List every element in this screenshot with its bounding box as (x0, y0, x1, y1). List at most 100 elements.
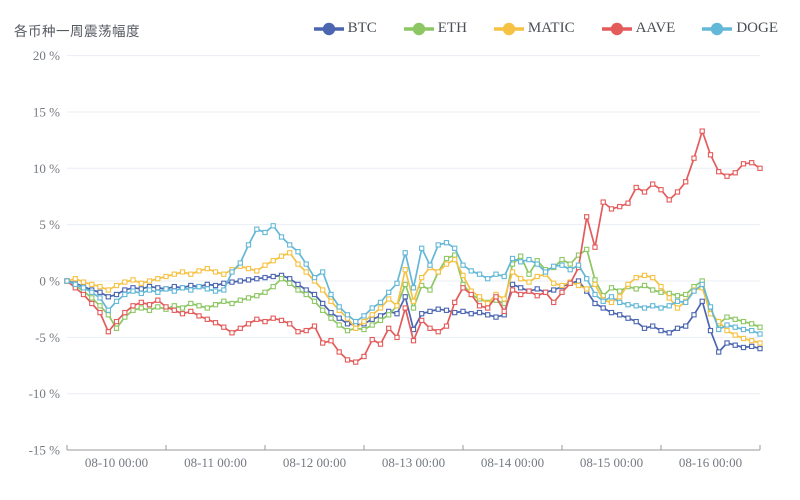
data-point-marker (130, 277, 136, 283)
data-point-marker (97, 309, 103, 316)
data-point-marker (320, 307, 326, 313)
data-point-marker (295, 261, 301, 267)
data-point-marker (369, 316, 375, 322)
data-point-marker (452, 309, 458, 316)
data-point-marker (493, 294, 499, 300)
data-point-marker (493, 271, 499, 277)
data-point-marker (732, 342, 738, 348)
series-doge (64, 223, 763, 337)
data-point-marker (501, 296, 507, 302)
data-point-marker (641, 272, 648, 279)
data-point-marker (625, 281, 631, 288)
data-point-marker (650, 303, 656, 309)
data-point-marker (254, 316, 260, 322)
legend-item-eth[interactable]: ETH (403, 20, 467, 37)
data-point-marker (336, 304, 342, 310)
data-point-marker (650, 287, 656, 293)
data-point-marker (757, 331, 763, 337)
data-point-marker (229, 330, 235, 336)
data-point-marker (353, 318, 359, 325)
data-point-marker (179, 269, 186, 275)
data-point-marker (691, 288, 697, 294)
data-point-marker (674, 298, 681, 304)
data-point-marker (270, 283, 276, 290)
legend-marker-icon (313, 22, 344, 35)
data-point-marker (592, 277, 598, 283)
data-point-marker (559, 256, 565, 263)
legend-label: AAVE (635, 20, 676, 36)
data-point-marker (146, 278, 153, 284)
data-point-marker (105, 307, 111, 313)
data-point-marker (196, 313, 202, 319)
data-point-marker (740, 326, 747, 333)
legend-label: DOGE (736, 20, 778, 36)
data-point-marker (526, 256, 532, 263)
data-point-marker (625, 200, 631, 206)
data-point-marker (353, 359, 359, 365)
data-point-marker (419, 311, 425, 317)
data-point-marker (617, 299, 623, 306)
data-point-marker (666, 295, 672, 301)
data-point-marker (402, 281, 408, 288)
data-point-marker (278, 276, 285, 282)
data-point-marker (146, 307, 153, 313)
data-point-marker (262, 289, 268, 295)
data-point-marker (212, 282, 219, 289)
x-axis-label: 08-13 00:00 (382, 455, 445, 470)
data-point-marker (204, 305, 210, 311)
data-point-marker (188, 282, 194, 289)
data-point-marker (155, 276, 161, 282)
legend-item-btc[interactable]: BTC (313, 20, 377, 37)
data-point-marker (452, 299, 458, 306)
data-point-marker (452, 256, 458, 263)
legend-item-doge[interactable]: DOGE (702, 20, 778, 37)
data-point-marker (443, 261, 450, 267)
x-axis-label: 08-15 00:00 (580, 455, 643, 470)
data-point-marker (72, 281, 78, 288)
data-point-marker (402, 250, 408, 256)
data-point-marker (707, 152, 714, 158)
data-point-marker (188, 287, 194, 293)
y-axis-label: 15 % (33, 104, 60, 119)
data-point-marker (262, 229, 268, 236)
data-point-marker (732, 170, 738, 176)
data-point-marker (72, 276, 78, 282)
data-point-marker (518, 259, 524, 265)
data-point-marker (171, 271, 177, 277)
data-point-marker (526, 271, 532, 277)
data-point-marker (221, 324, 227, 330)
data-point-marker (608, 294, 615, 300)
data-point-marker (509, 281, 516, 288)
data-point-marker (369, 322, 375, 328)
data-point-marker (749, 160, 755, 166)
data-point-marker (633, 274, 639, 281)
data-point-marker (724, 327, 730, 334)
y-axis-label: -15 % (29, 443, 61, 458)
legend-item-aave[interactable]: AAVE (601, 20, 676, 37)
data-point-marker (650, 274, 656, 281)
x-axis-label: 08-14 00:00 (481, 455, 544, 470)
data-point-marker (699, 128, 705, 134)
data-point-marker (427, 308, 433, 315)
data-point-marker (377, 341, 384, 347)
data-point-marker (749, 343, 755, 350)
data-point-marker (542, 289, 549, 295)
data-point-marker (303, 291, 309, 298)
data-point-marker (97, 303, 103, 309)
data-point-marker (155, 297, 161, 303)
data-point-marker (237, 278, 243, 284)
legend-item-matic[interactable]: MATIC (493, 20, 575, 37)
data-point-marker (221, 280, 227, 286)
data-point-marker (130, 288, 136, 294)
data-point-marker (204, 286, 210, 292)
data-point-marker (435, 269, 441, 275)
data-point-marker (221, 271, 227, 277)
data-point-marker (394, 280, 400, 286)
data-point-marker (237, 297, 243, 303)
data-point-marker (328, 291, 334, 298)
data-point-marker (757, 345, 763, 352)
data-point-marker (204, 265, 210, 272)
data-point-marker (584, 276, 590, 282)
data-point-marker (608, 285, 615, 291)
